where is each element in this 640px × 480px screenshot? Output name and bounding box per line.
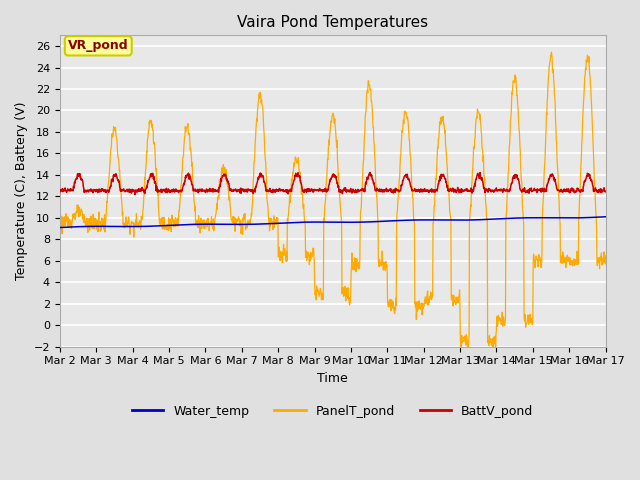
Text: VR_pond: VR_pond: [68, 39, 129, 52]
Y-axis label: Temperature (C), Battery (V): Temperature (C), Battery (V): [15, 102, 28, 280]
Legend: Water_temp, PanelT_pond, BattV_pond: Water_temp, PanelT_pond, BattV_pond: [127, 400, 538, 423]
Title: Vaira Pond Temperatures: Vaira Pond Temperatures: [237, 15, 428, 30]
X-axis label: Time: Time: [317, 372, 348, 385]
